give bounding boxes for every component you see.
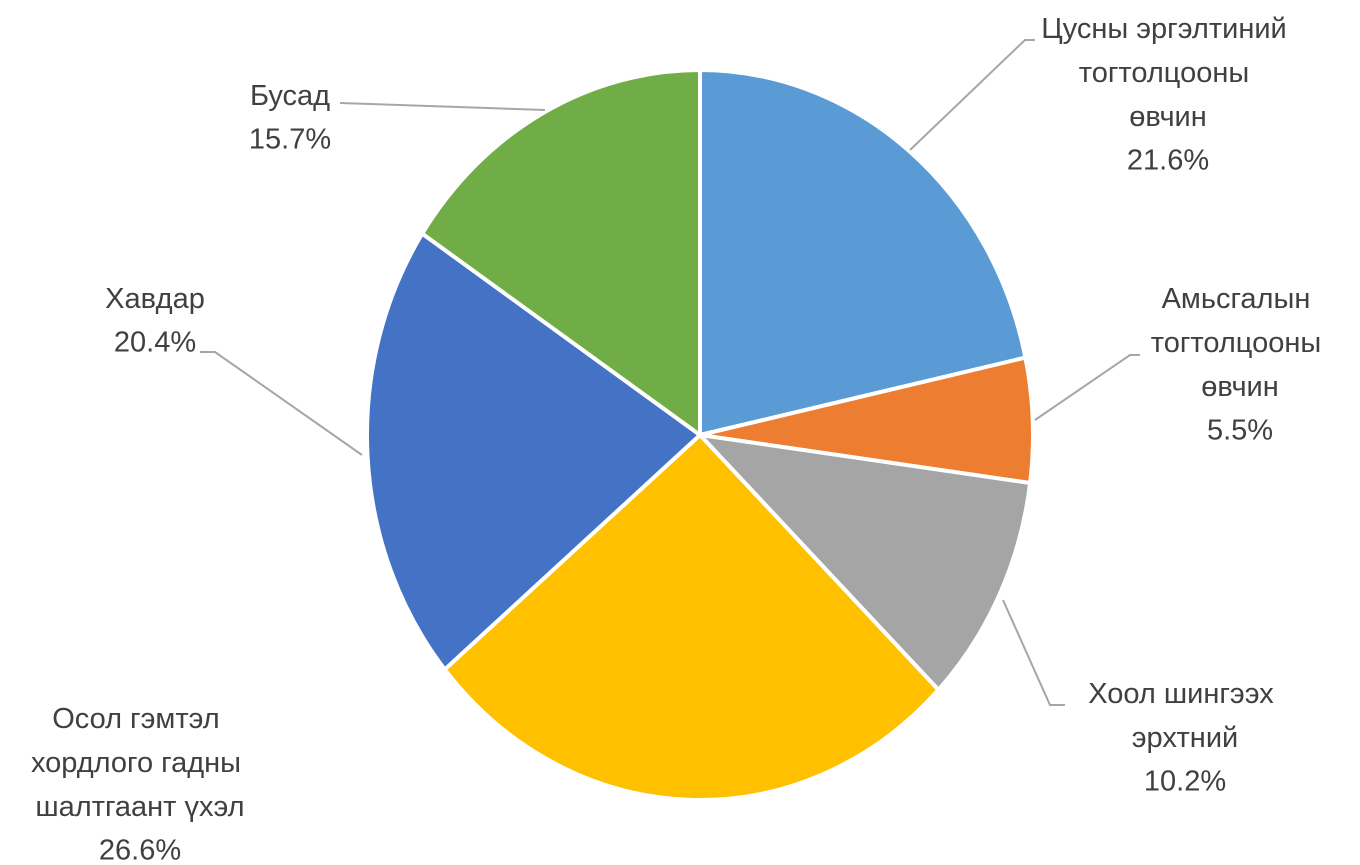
- pie-slice: [365, 231, 702, 672]
- leader-line: [1002, 599, 1065, 706]
- leader-line: [200, 351, 363, 456]
- pie-slice: [420, 68, 702, 437]
- category-label: Амьсгалын тогтолцооны өвчин: [1151, 283, 1330, 403]
- leader-line: [339, 102, 546, 111]
- pie-slice: [698, 433, 1033, 692]
- value-label: 15.7%: [249, 124, 331, 156]
- leader-line: [1034, 354, 1140, 421]
- value-label: 26.6%: [99, 835, 181, 865]
- category-label: Хавдар: [105, 283, 205, 315]
- value-label: 21.6%: [1127, 145, 1209, 177]
- pie-slice: [442, 433, 941, 802]
- category-label: Бусад: [250, 80, 330, 112]
- category-label: Хоол шингээх эрхтний: [1088, 678, 1282, 754]
- value-label: 20.4%: [114, 327, 196, 359]
- category-label: Цусны эргэлтиний тогтолцооны өвчин: [1041, 13, 1295, 133]
- value-label: 10.2%: [1144, 766, 1226, 798]
- leader-line: [909, 39, 1035, 151]
- pie-slice: [698, 68, 1028, 437]
- category-label: Осол гэмтэл хордлого гадны шалтгаант үхэ…: [31, 703, 249, 823]
- value-label: 5.5%: [1207, 415, 1273, 447]
